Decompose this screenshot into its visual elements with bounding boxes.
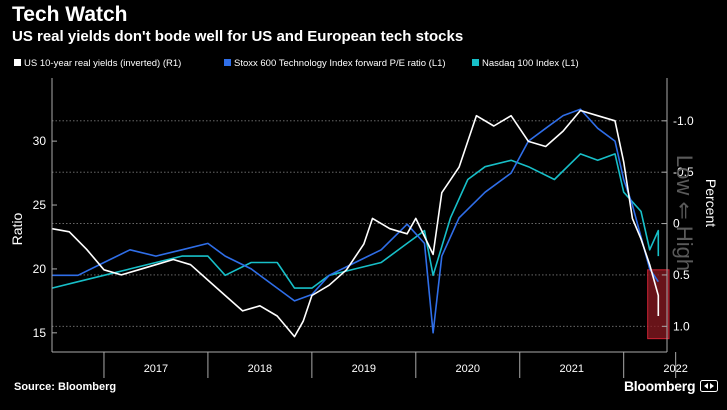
brand-logo-text: Bloomberg [624,378,696,394]
legend-label: Stoxx 600 Technology Index forward P/E r… [234,58,446,69]
legend-swatch [14,59,21,66]
series-line [51,153,660,289]
left-tick-label: 30 [33,134,47,148]
left-axis-label: Ratio [9,212,25,245]
direction-annotation: Low ⇐ High [672,155,697,271]
right-axis-label: Percent [703,179,719,227]
right-tick-label: -0.5 [673,165,694,179]
x-tick-label: 2020 [456,363,480,375]
legend-swatch [472,59,479,66]
series-line [51,109,660,338]
bloomberg-terminal-icon [700,380,718,392]
legend-label: Nasdaq 100 Index (L1) [482,58,579,69]
left-tick-label: 25 [33,198,47,212]
x-tick-label: 2019 [352,363,376,375]
legend: US 10-year real yields (inverted) (R1) St… [14,58,579,69]
right-tick-label: 0 [673,217,680,231]
source-note: Source: Bloomberg [14,381,117,393]
grid [52,120,667,327]
right-tick-label: 0.5 [673,268,690,282]
legend-swatch [224,59,231,66]
chart-title: Tech Watch [12,3,128,26]
left-tick-label: 15 [33,326,47,340]
x-tick-label: 2021 [559,363,583,375]
right-tick-label: -1.0 [673,114,694,128]
x-tick-label: 2017 [144,363,168,375]
left-tick-label: 20 [33,262,47,276]
right-tick-label: 1.0 [673,319,690,333]
legend-label: US 10-year real yields (inverted) (R1) [24,58,181,69]
chart-subtitle: US real yields don't bode well for US an… [12,28,464,45]
x-tick-label: 2018 [248,363,272,375]
axes: 2017 2018 2019 2020 2021 202215202530Ratio-1.… [9,78,719,378]
series-layer [51,108,660,338]
series-line [52,108,659,334]
